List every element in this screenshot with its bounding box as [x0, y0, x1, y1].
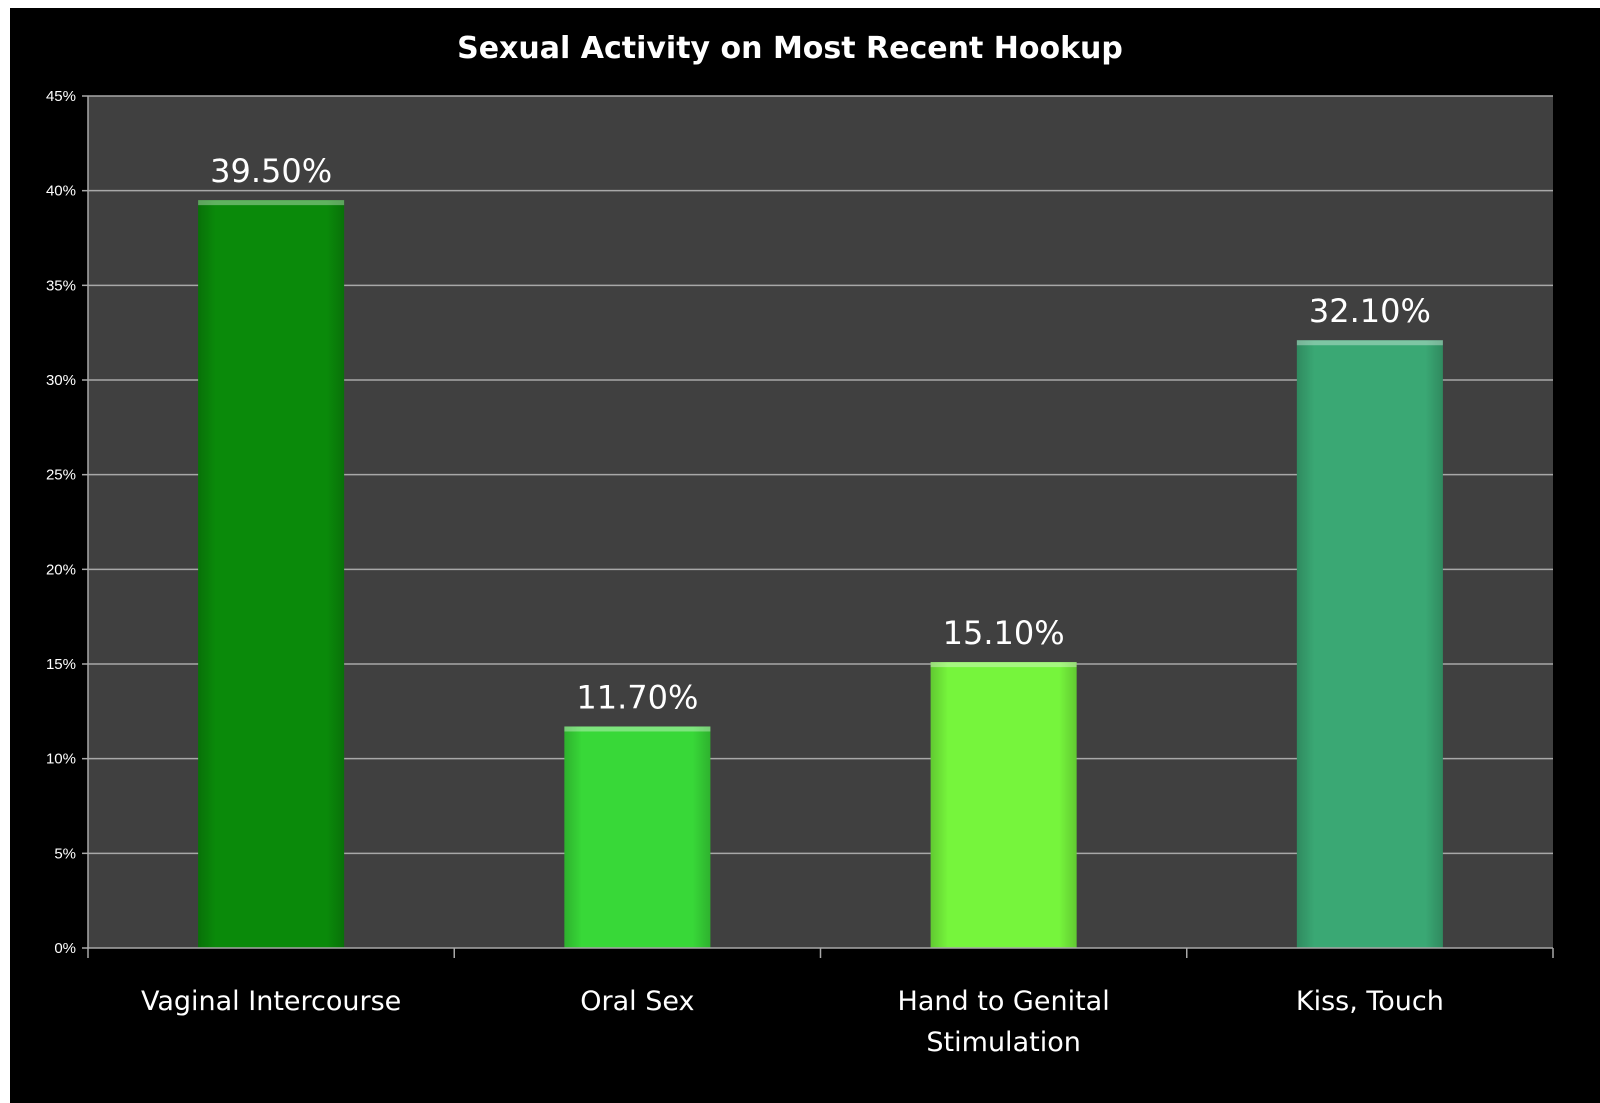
bar-highlight	[564, 726, 711, 732]
bars	[198, 200, 1443, 949]
data-label: 15.10%	[943, 614, 1065, 652]
y-tick-label: 25%	[46, 467, 76, 484]
y-tick-label: 15%	[46, 656, 76, 673]
y-tick-label: 10%	[46, 751, 76, 768]
x-category-label: Stimulation	[926, 1027, 1080, 1058]
bar-highlight	[1296, 340, 1443, 346]
y-tick-label: 5%	[54, 845, 76, 862]
bar-highlight	[198, 200, 345, 206]
chart-frame: 0% 5% 10% 15% 20% 25% 30% 35% 40% 45% 39.50% Vagin…	[10, 8, 1600, 1103]
data-label: 39.50%	[210, 152, 332, 190]
bar-chart: 0% 5% 10% 15% 20% 25% 30% 35% 40% 45% 39.50% Vagin…	[46, 31, 1554, 1058]
data-label: 32.10%	[1309, 292, 1431, 330]
y-tick-label: 35%	[46, 277, 76, 294]
y-tick-label: 20%	[46, 561, 76, 578]
y-tick-label: 0%	[54, 940, 76, 957]
data-label: 11.70%	[576, 678, 698, 716]
bar-shading	[198, 200, 345, 949]
x-category-label: Oral Sex	[580, 986, 694, 1017]
bar-highlight	[930, 662, 1077, 668]
x-category-label: Vaginal Intercourse	[141, 986, 401, 1017]
x-category-label: Hand to Genital	[898, 986, 1110, 1017]
y-tick-label: 45%	[46, 88, 76, 105]
bar-shading	[1296, 340, 1443, 948]
bar-group	[198, 200, 345, 949]
x-category-label: Kiss, Touch	[1296, 986, 1444, 1017]
y-tick-label: 40%	[46, 183, 76, 200]
y-tick-label: 30%	[46, 372, 76, 389]
axes: 0% 5% 10% 15% 20% 25% 30% 35% 40% 45%	[46, 88, 1554, 958]
bar-group	[564, 726, 711, 948]
chart-title: Sexual Activity on Most Recent Hookup	[457, 31, 1123, 66]
bar-shading	[930, 662, 1077, 948]
bar-group	[1296, 340, 1443, 948]
bar-shading	[564, 726, 711, 948]
bar-group	[930, 662, 1077, 948]
labels: 39.50% Vaginal Intercourse 11.70% Oral Sex 1…	[141, 152, 1444, 1058]
